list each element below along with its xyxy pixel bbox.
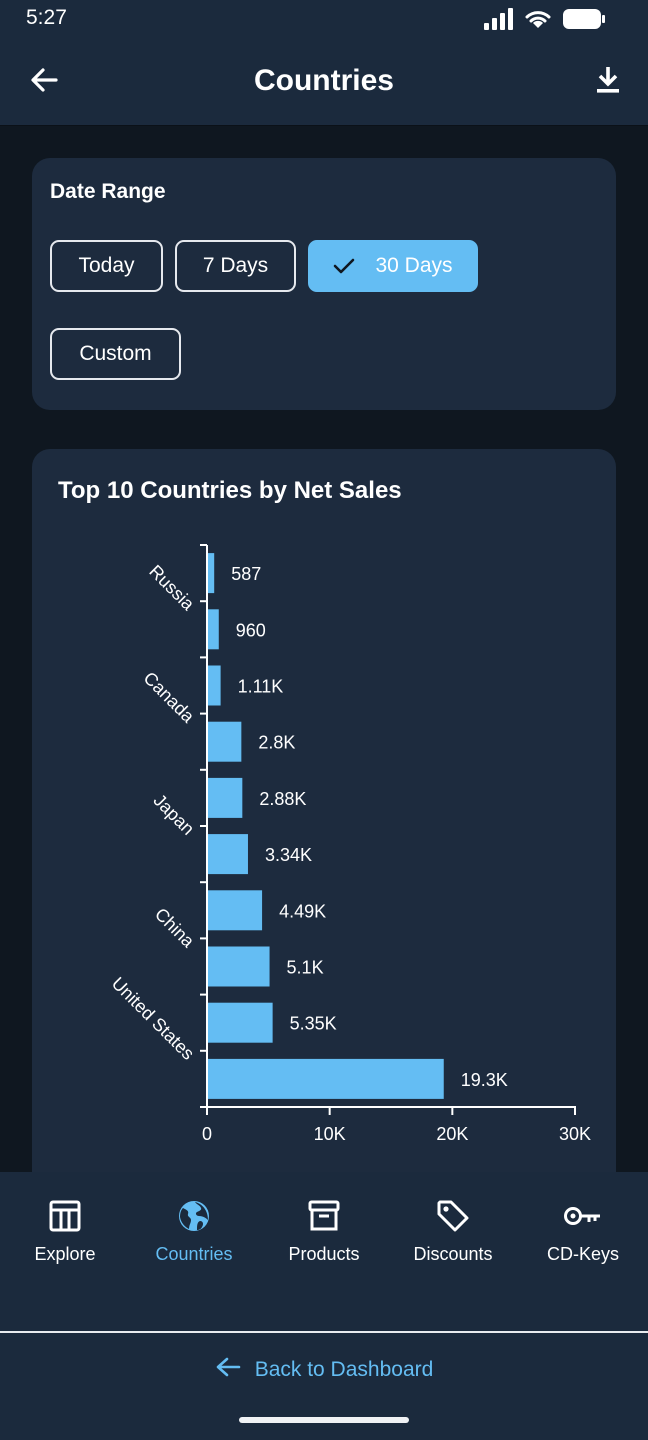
chart-bar	[208, 890, 263, 931]
nav-item-products[interactable]: Products	[259, 1196, 389, 1265]
tag-icon	[388, 1196, 518, 1236]
category-label: Japan	[149, 790, 198, 839]
chart-bar	[208, 946, 270, 987]
arrow-left-icon	[215, 1356, 241, 1384]
category-label: Canada	[140, 668, 199, 727]
chip-label: Today	[78, 254, 135, 277]
bar-chart: 587 960 1.11K 2.8K 2.88K 3.34K 4.49K 5.1K 5.35K 1…	[108, 544, 591, 1144]
chip-30-days[interactable]: 30 Days	[308, 240, 478, 292]
back-button[interactable]	[24, 62, 64, 102]
nav-label: Explore	[34, 1244, 96, 1264]
chart-bar	[208, 777, 243, 818]
nav-label: Discounts	[413, 1244, 493, 1264]
x-tick-label: 20K	[436, 1124, 468, 1144]
chart-bar	[208, 665, 221, 706]
back-to-dashboard-button[interactable]: Back to Dashboard	[0, 1353, 648, 1387]
table-icon	[0, 1196, 130, 1236]
nav-label: CD-Keys	[546, 1244, 619, 1264]
chart-bar	[208, 834, 248, 875]
category-label: China	[151, 904, 199, 952]
date-range-title: Date Range	[50, 180, 166, 203]
battery-icon	[562, 8, 606, 35]
x-tick-label: 30K	[559, 1124, 591, 1144]
chip-today[interactable]: Today	[50, 240, 163, 292]
chart-card: Top 10 Countries by Net Sales 587 960 1.11…	[32, 449, 616, 1209]
bar-data-label: 5.1K	[287, 958, 324, 978]
bar-data-label: 2.8K	[258, 733, 295, 753]
wifi-icon	[524, 8, 552, 35]
nav-item-discounts[interactable]: Discounts	[388, 1196, 518, 1265]
archive-icon	[259, 1196, 389, 1236]
footer: Back to Dashboard	[0, 1333, 648, 1440]
date-range-card: Date Range Today 7 Days 30 Days Custom	[32, 158, 616, 410]
chip-custom[interactable]: Custom	[50, 328, 181, 380]
nav-item-countries[interactable]: Countries	[129, 1196, 259, 1265]
bar-data-label: 587	[231, 564, 261, 584]
chip-7-days[interactable]: 7 Days	[175, 240, 296, 292]
arrow-left-icon	[29, 65, 59, 100]
chip-label: Custom	[79, 342, 152, 365]
chart-bar	[208, 1002, 273, 1043]
bar-data-label: 1.11K	[238, 677, 284, 697]
chart-title: Top 10 Countries by Net Sales	[58, 477, 402, 504]
nav-item-cd-keys[interactable]: CD-Keys	[518, 1196, 648, 1265]
globe-icon	[129, 1196, 259, 1236]
signal-icon	[484, 8, 514, 35]
chart-bar	[208, 609, 219, 650]
home-indicator	[239, 1417, 409, 1423]
nav-label: Products	[288, 1244, 360, 1264]
bar-data-label: 960	[236, 620, 266, 640]
status-time: 5:27	[26, 6, 67, 29]
status-icons	[484, 8, 606, 35]
x-tick-label: 10K	[314, 1124, 346, 1144]
bottom-nav: Explore Countries Products	[0, 1172, 648, 1332]
page-title: Countries	[253, 64, 394, 97]
key-icon	[518, 1196, 648, 1236]
chart-bar	[208, 721, 242, 762]
chart-bar	[208, 1058, 444, 1099]
category-label: Russia	[145, 561, 199, 615]
chip-label: 7 Days	[202, 254, 269, 277]
bar-data-label: 2.88K	[259, 789, 306, 809]
bar-data-label: 5.35K	[290, 1014, 337, 1034]
divider	[0, 1331, 648, 1333]
category-label: United States	[108, 973, 199, 1064]
chip-label: 30 Days	[375, 254, 453, 277]
back-to-dashboard-label: Back to Dashboard	[254, 1358, 434, 1381]
download-icon	[594, 65, 622, 100]
check-icon	[333, 257, 355, 275]
nav-label: Countries	[155, 1244, 233, 1264]
download-button[interactable]	[588, 62, 628, 102]
status-bar: 5:27	[0, 0, 648, 40]
nav-item-explore[interactable]: Explore	[0, 1196, 130, 1265]
bar-data-label: 4.49K	[279, 901, 326, 921]
bar-data-label: 19.3K	[461, 1070, 508, 1090]
chart-bar	[208, 553, 215, 594]
x-tick-label: 0	[202, 1124, 212, 1144]
bar-data-label: 3.34K	[265, 845, 312, 865]
app-bar: Countries	[0, 40, 648, 126]
